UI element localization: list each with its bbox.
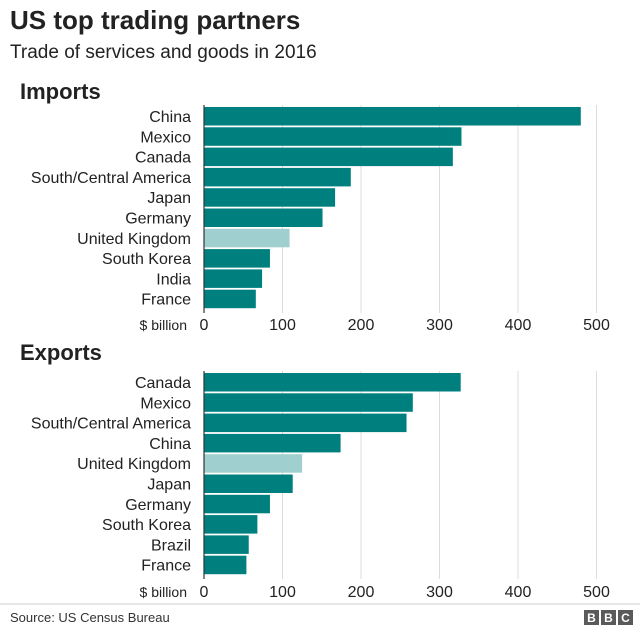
panel-title: Imports bbox=[20, 79, 101, 104]
bar bbox=[204, 413, 407, 433]
tick-label: 100 bbox=[269, 584, 296, 601]
logo-letter: B bbox=[587, 611, 596, 625]
tick-label: 0 bbox=[200, 584, 209, 601]
bar bbox=[204, 188, 336, 207]
bar bbox=[204, 373, 461, 392]
category-label: Canada bbox=[135, 375, 191, 392]
chart-subtitle: Trade of services and goods in 2016 bbox=[10, 42, 317, 63]
bar bbox=[204, 289, 256, 309]
category-label: Canada bbox=[135, 150, 191, 167]
tick-label: 400 bbox=[505, 317, 532, 334]
category-label: United Kingdom bbox=[77, 456, 191, 473]
category-label: Germany bbox=[125, 211, 191, 228]
tick-label: 300 bbox=[426, 317, 453, 334]
x-axis-unit-label: $ billion bbox=[140, 317, 187, 333]
category-label: Japan bbox=[147, 477, 191, 494]
logo-letter: C bbox=[621, 611, 630, 625]
tick-label: 100 bbox=[269, 317, 296, 334]
panel-title: Exports bbox=[20, 340, 102, 365]
bar bbox=[204, 107, 581, 126]
bar bbox=[204, 474, 293, 493]
bar bbox=[204, 147, 453, 167]
logo-box bbox=[601, 610, 616, 625]
panel-exports: Exports Canada Mexico South/Central America… bbox=[20, 340, 610, 601]
bar bbox=[204, 454, 303, 473]
bar bbox=[204, 127, 462, 146]
bar bbox=[204, 433, 341, 453]
tick-label: 400 bbox=[505, 584, 532, 601]
bar bbox=[204, 228, 290, 248]
category-label: South Korea bbox=[102, 251, 191, 268]
tick-label: 300 bbox=[426, 584, 453, 601]
panel-imports: Imports China Mexico Canada South/Central Am… bbox=[20, 79, 610, 334]
category-label: Mexico bbox=[140, 129, 191, 146]
chart-title: US top trading partners bbox=[10, 5, 300, 35]
logo-box bbox=[584, 610, 599, 625]
tick-label: 0 bbox=[200, 317, 209, 334]
tick-label: 500 bbox=[583, 584, 610, 601]
logo-box bbox=[618, 610, 633, 625]
bar bbox=[204, 555, 247, 575]
category-label: India bbox=[156, 271, 191, 288]
bar bbox=[204, 208, 323, 227]
tick-label: 500 bbox=[583, 317, 610, 334]
tick-label: 200 bbox=[348, 584, 375, 601]
bar bbox=[204, 393, 413, 412]
x-axis-unit-label: $ billion bbox=[140, 584, 187, 600]
logo-letter: B bbox=[604, 611, 613, 625]
bar bbox=[204, 269, 263, 288]
category-label: South/Central America bbox=[31, 170, 191, 187]
category-label: China bbox=[149, 436, 191, 453]
category-label: France bbox=[141, 558, 191, 575]
tick-label: 200 bbox=[348, 317, 375, 334]
bar bbox=[204, 167, 351, 187]
category-label: Japan bbox=[147, 190, 191, 207]
source-note: Source: US Census Bureau bbox=[10, 610, 170, 625]
bar bbox=[204, 494, 270, 514]
category-label: United Kingdom bbox=[77, 231, 191, 248]
category-label: Mexico bbox=[140, 395, 191, 412]
bar bbox=[204, 535, 249, 554]
category-label: South Korea bbox=[102, 517, 191, 534]
bar bbox=[204, 249, 270, 268]
category-label: China bbox=[149, 109, 191, 126]
category-label: Brazil bbox=[151, 537, 191, 554]
bar bbox=[204, 515, 258, 534]
category-label: Germany bbox=[125, 497, 191, 514]
category-label: South/Central America bbox=[31, 416, 191, 433]
category-label: France bbox=[141, 292, 191, 309]
